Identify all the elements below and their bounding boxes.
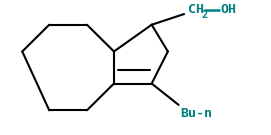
Text: OH: OH — [220, 3, 236, 16]
Text: 2: 2 — [202, 10, 208, 20]
Text: CH: CH — [188, 3, 204, 16]
Text: Bu-n: Bu-n — [180, 107, 212, 120]
